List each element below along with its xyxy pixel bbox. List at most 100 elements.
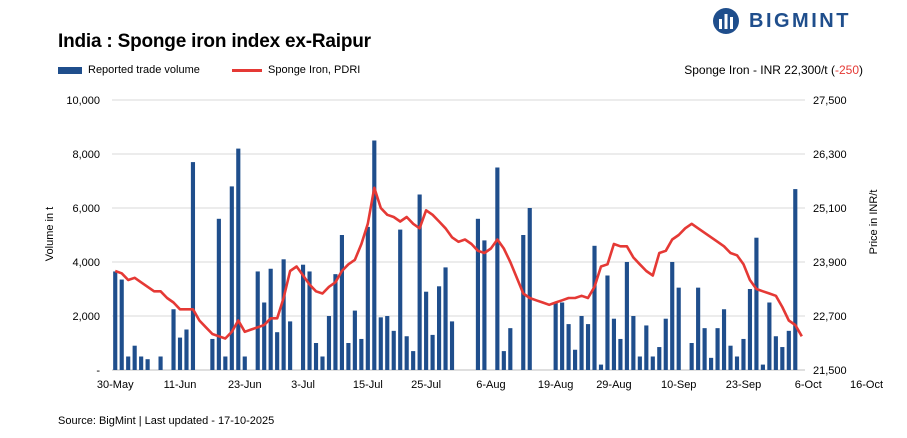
- volume-bar: [605, 275, 610, 370]
- volume-bar: [644, 325, 649, 370]
- volume-bar: [346, 343, 351, 370]
- volume-bar: [560, 302, 565, 370]
- price-line: [114, 186, 803, 340]
- volume-bar: [475, 218, 481, 370]
- volume-bar: [650, 356, 655, 370]
- y-tick-label: 6,000: [72, 203, 100, 215]
- volume-bar: [333, 274, 338, 370]
- volume-bar: [158, 356, 163, 370]
- volume-bar: [281, 259, 286, 370]
- volume-bar: [780, 347, 785, 370]
- y-axis-title: Volume in t: [44, 207, 56, 261]
- y2-tick-label: 22,700: [813, 311, 847, 323]
- volume-bar: [592, 245, 597, 370]
- price-note-suffix: ): [859, 63, 863, 77]
- volume-bar: [760, 364, 765, 370]
- y2-axis-title: Price in INR/t: [868, 190, 880, 255]
- volume-bar: [670, 262, 675, 370]
- volume-bar: [631, 316, 636, 370]
- x-tick-label: 29-Aug: [596, 379, 631, 391]
- y2-tick-label: 25,100: [813, 203, 847, 215]
- volume-bar: [663, 318, 668, 370]
- grid-lines: [112, 99, 805, 371]
- volume-bar: [424, 291, 429, 370]
- volume-bar: [145, 359, 150, 370]
- volume-bar: [190, 162, 196, 370]
- volume-bar: [113, 271, 118, 370]
- volume-bar: [307, 271, 312, 370]
- y2-tick-label: 23,900: [813, 257, 847, 269]
- legend-bars-label: Reported trade volume: [88, 64, 200, 76]
- volume-bar: [598, 364, 604, 370]
- volume-bar: [747, 289, 753, 370]
- volume-bar: [443, 267, 448, 370]
- volume-bar: [521, 235, 526, 370]
- volume-bar: [229, 186, 234, 370]
- volume-bar: [637, 356, 642, 370]
- price-change: -250: [834, 63, 859, 77]
- x-tick-label: 6-Oct: [795, 379, 822, 391]
- volume-bar: [553, 302, 558, 370]
- volume-bar: [624, 262, 629, 370]
- volume-bar: [365, 226, 370, 370]
- volume-bar: [715, 328, 720, 370]
- volume-bar: [391, 330, 396, 370]
- volume-bar: [262, 302, 267, 370]
- legend-bar-swatch: [58, 66, 82, 74]
- y2-tick-label: 26,300: [813, 149, 847, 161]
- volume-bar: [786, 330, 791, 370]
- volume-bar: [741, 338, 746, 370]
- volume-bar: [171, 309, 176, 370]
- volume-bar: [689, 343, 694, 370]
- volume-bar: [482, 240, 487, 370]
- volume-bar: [139, 356, 144, 370]
- volume-bar: [223, 356, 228, 370]
- bigmint-logo: BIGMINT: [711, 6, 851, 36]
- x-tick-label: 16-Oct: [850, 379, 883, 391]
- volume-bar: [255, 271, 260, 370]
- volume-bar: [177, 337, 183, 370]
- volume-bar: [721, 309, 727, 370]
- volume-bar: [573, 349, 578, 370]
- y-tick-label: -: [96, 365, 100, 377]
- y2-tick-label: 21,500: [813, 365, 847, 377]
- volume-bar: [359, 338, 364, 370]
- x-tick-label: 23-Sep: [726, 379, 761, 391]
- legend-bars: Reported trade volume: [58, 64, 200, 76]
- y-tick-label: 8,000: [72, 149, 100, 161]
- volume-bar: [508, 328, 513, 370]
- volume-bar: [184, 329, 189, 370]
- volume-bar: [326, 316, 332, 370]
- volume-bar: [585, 324, 591, 370]
- volume-bar: [216, 218, 221, 370]
- volume-bar: [495, 167, 500, 370]
- volume-bar: [300, 264, 306, 370]
- volume-bar: [236, 148, 241, 370]
- volume-bar: [210, 338, 215, 370]
- chart-title: India : Sponge iron index ex-Raipur: [58, 31, 371, 52]
- x-tick-label: 25-Jul: [411, 379, 441, 391]
- bigmint-logo-icon: [713, 8, 739, 34]
- volume-bar: [767, 302, 772, 370]
- legend-line-swatch: [232, 68, 262, 72]
- volume-bar: [702, 328, 707, 370]
- volume-bar: [288, 321, 293, 370]
- legend-line-label: Sponge Iron, PDRI: [268, 64, 361, 76]
- volume-bar: [352, 310, 357, 370]
- volume-bar: [417, 194, 422, 370]
- volume-bar: [126, 356, 131, 370]
- volume-bar: [527, 208, 532, 370]
- volume-bar: [734, 356, 740, 370]
- volume-bar: [339, 235, 344, 370]
- brand-name: BIGMINT: [749, 9, 851, 32]
- volume-bar: [320, 356, 325, 370]
- x-tick-label: 15-Jul: [353, 379, 383, 391]
- x-tick-label: 30-May: [97, 379, 134, 391]
- volume-bar: [657, 347, 662, 370]
- price-note: Sponge Iron - INR 22,300/t (-250): [684, 63, 863, 77]
- volume-bar: [793, 189, 798, 370]
- volume-bar: [411, 351, 416, 370]
- y-tick-label: 4,000: [72, 257, 100, 269]
- x-tick-label: 3-Jul: [291, 379, 315, 391]
